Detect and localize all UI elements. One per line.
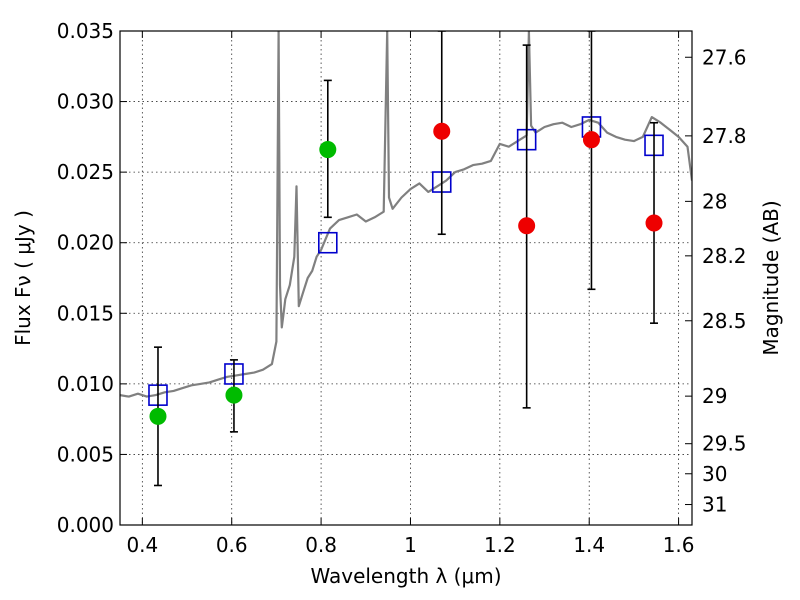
- x-tick-label: 1.4: [573, 533, 605, 557]
- red-data-point: [645, 214, 663, 232]
- green-data-point: [149, 407, 167, 425]
- x-tick-label: 1: [404, 533, 417, 557]
- y-tick-label: 0.005: [57, 442, 114, 466]
- y-tick-label: 0.020: [57, 231, 114, 255]
- green-data-point: [319, 141, 337, 159]
- right-tick-label: 27.8: [702, 124, 747, 148]
- y-axis-label: Flux Fν ( μJy ): [11, 210, 35, 346]
- right-tick-label: 28.5: [702, 309, 747, 333]
- x-tick-label: 1.2: [484, 533, 516, 557]
- tick-labels: 0.4 0.6 0.8 1 1.2 1.4 1.6 0.000 0.005 0.010 0.015 0…: [57, 19, 747, 557]
- model-photometry-square: [317, 231, 338, 254]
- red-data-point: [518, 217, 536, 235]
- green-data-point: [225, 386, 243, 404]
- y-tick-label: 0.030: [57, 90, 114, 114]
- x-tick-label: 0.4: [126, 533, 158, 557]
- right-tick-label: 29.5: [702, 432, 747, 456]
- right-tick-label: 30: [702, 462, 727, 486]
- right-axis-label: Magnitude (AB): [759, 200, 783, 355]
- y-tick-label: 0.035: [57, 19, 114, 43]
- y-tick-label: 0.025: [57, 160, 114, 184]
- right-tick-label: 31: [702, 493, 727, 517]
- red-data-point: [433, 122, 451, 140]
- axis-ticks: [120, 30, 692, 526]
- y-tick-label: 0.015: [57, 301, 114, 325]
- red-data-point: [582, 131, 600, 149]
- x-tick-label: 0.8: [305, 533, 337, 557]
- right-tick-label: 28.2: [702, 244, 747, 268]
- x-tick-label: 1.6: [663, 533, 695, 557]
- y-tick-label: 0.010: [57, 372, 114, 396]
- right-tick-label: 27.6: [702, 45, 747, 69]
- y-tick-label: 0.000: [57, 513, 114, 537]
- right-tick-label: 28: [702, 189, 727, 213]
- plot-frame: [119, 30, 693, 526]
- template-spectrum-line: [120, 31, 692, 398]
- x-tick-label: 0.6: [216, 533, 248, 557]
- right-tick-label: 29: [702, 384, 727, 408]
- x-axis-label: Wavelength λ (μm): [310, 564, 501, 588]
- plot-area: [120, 31, 692, 487]
